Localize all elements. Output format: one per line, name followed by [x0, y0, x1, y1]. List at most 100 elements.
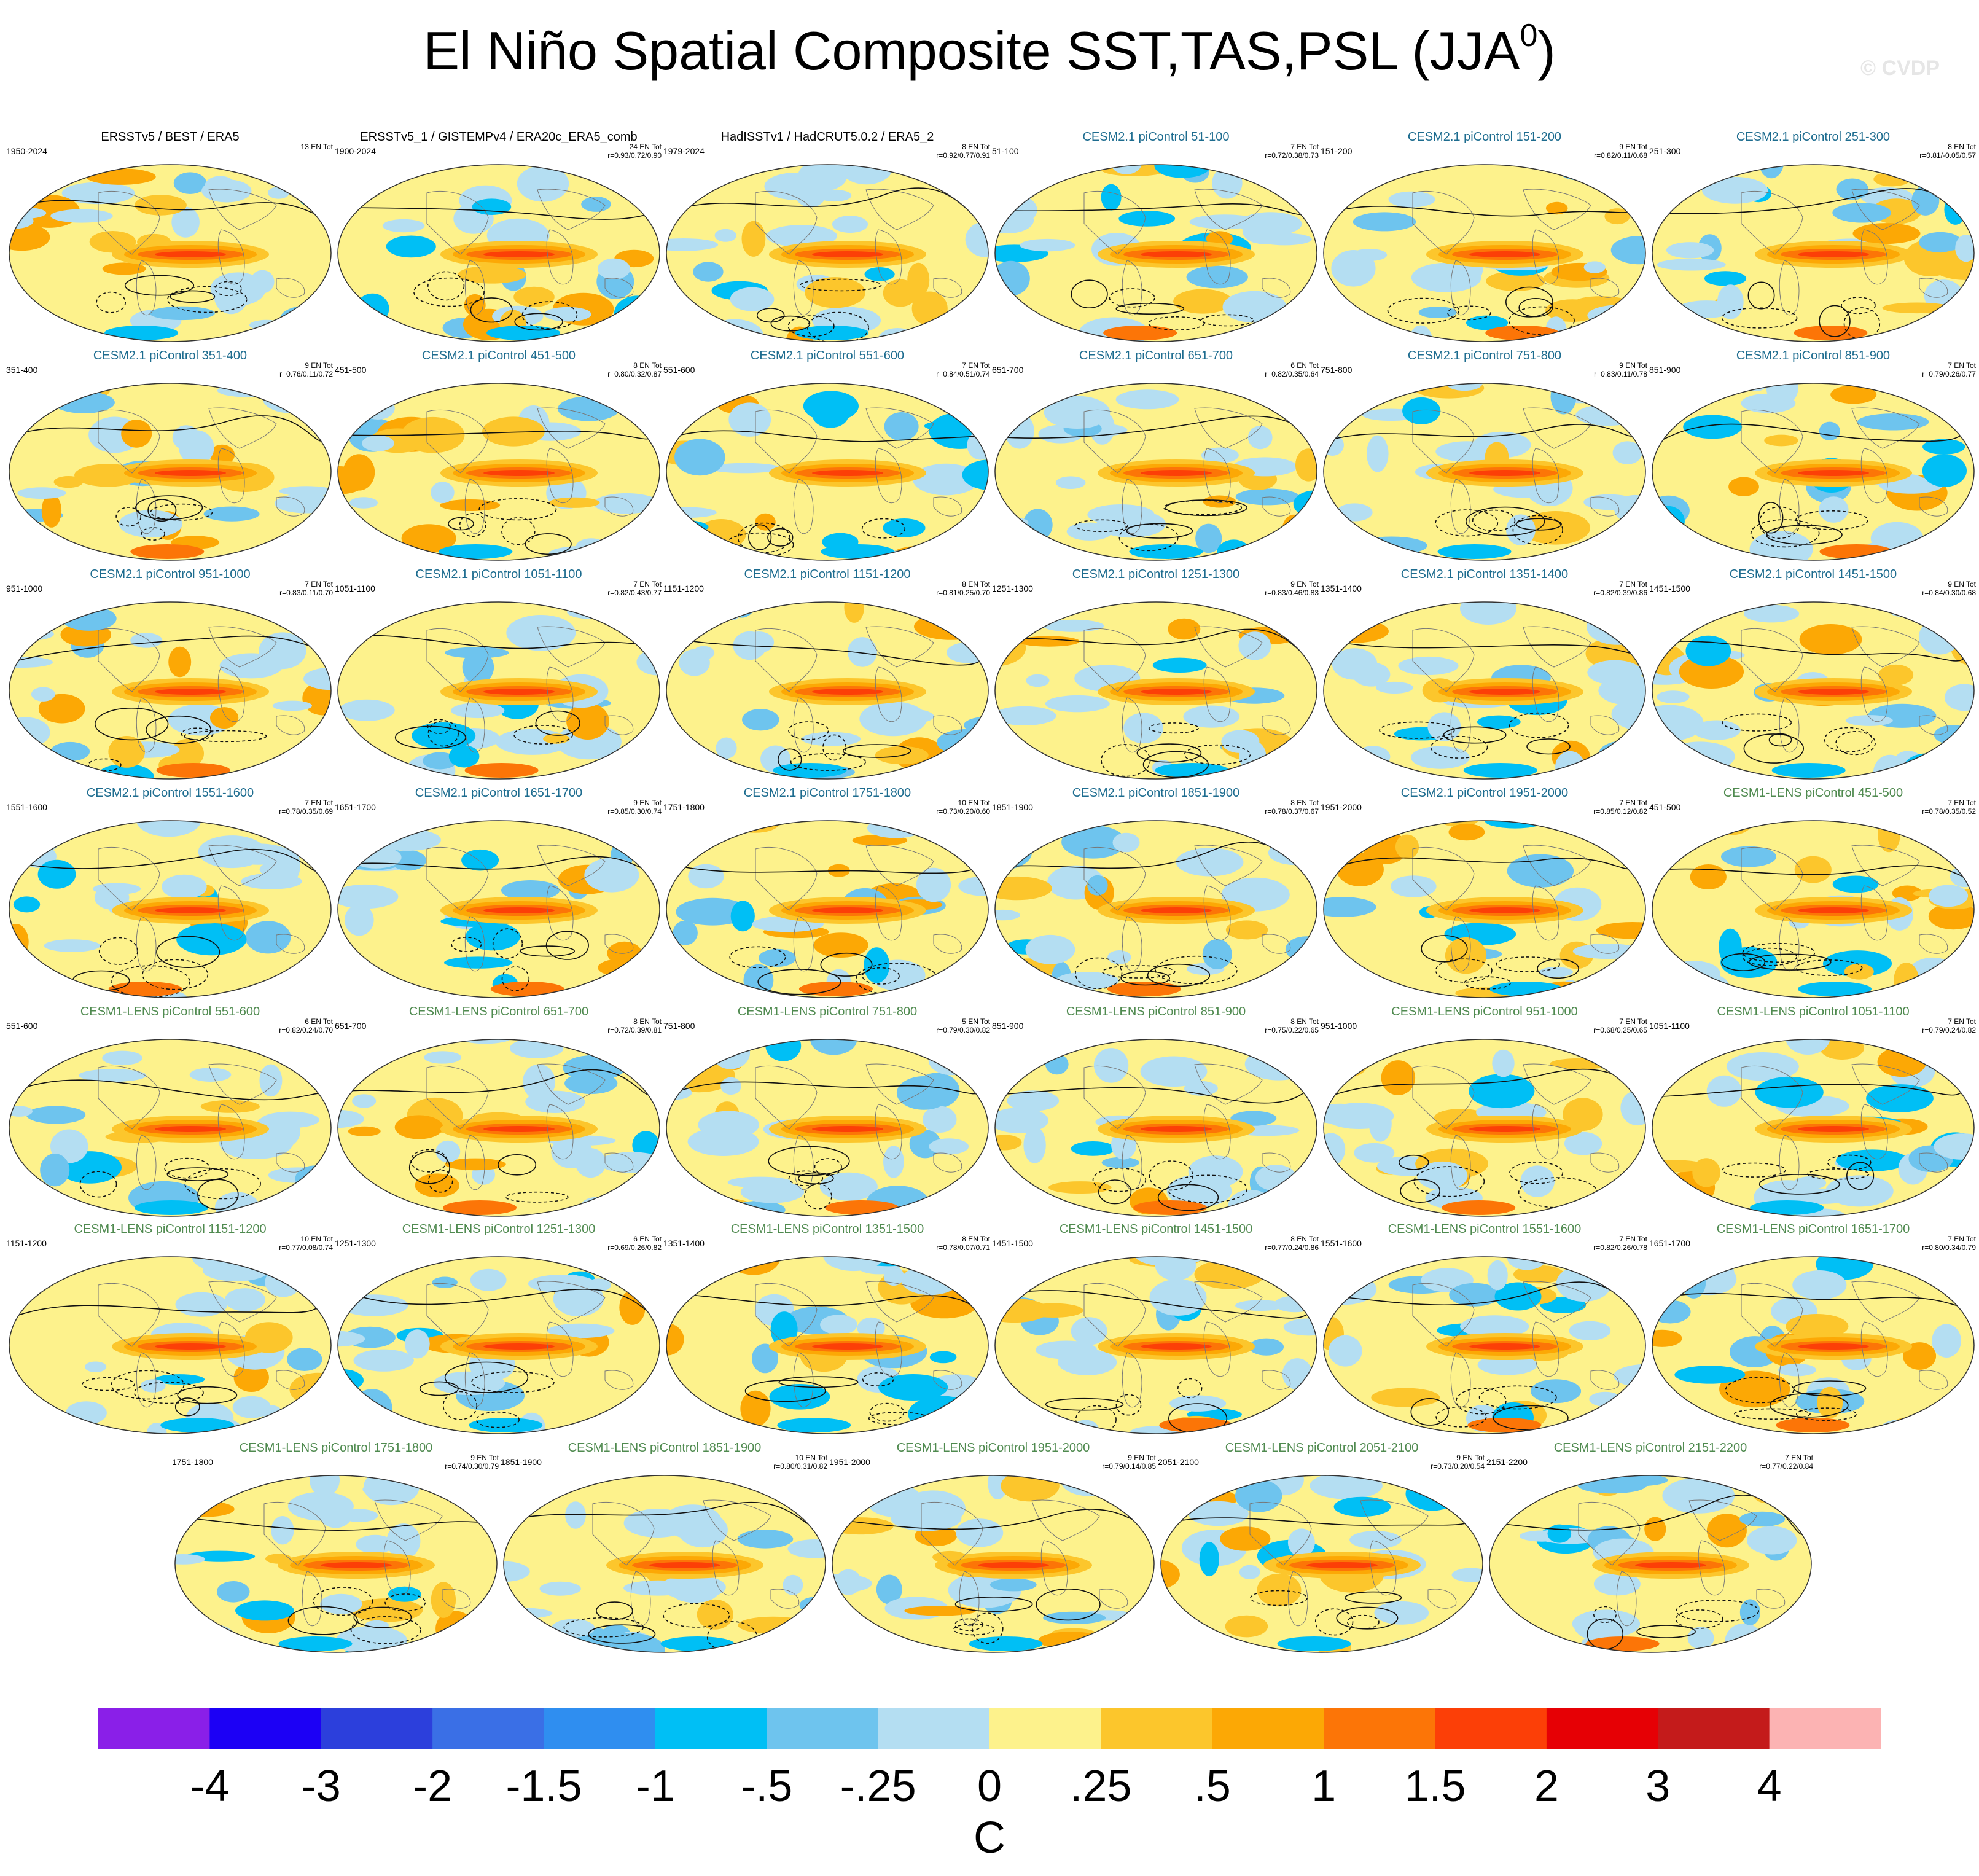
- panel-event-count: 7 EN Tot: [1290, 143, 1319, 151]
- coastline: [875, 885, 902, 941]
- psl-contour: [141, 527, 165, 541]
- anomaly-blob: [740, 1181, 805, 1203]
- anomaly-blob: [929, 1138, 969, 1155]
- anomaly-blob: [50, 209, 113, 223]
- panel-years: 1950-2024: [6, 146, 47, 156]
- anomaly-blob: [1055, 476, 1086, 489]
- anomaly-blob: [1704, 271, 1747, 286]
- anomaly-blob: [1492, 1049, 1515, 1077]
- anomaly-blob: [338, 1072, 353, 1091]
- anomaly-blob: [883, 279, 918, 307]
- map-panel: CESM2.1 piControl 1651-1700 1651-1700 9 EN…: [335, 786, 663, 1000]
- panel-years: 851-900: [1649, 365, 1681, 375]
- psl-contour: [1332, 857, 1641, 870]
- panel-correlation: r=0.69/0.26/0.82: [607, 1243, 662, 1252]
- psl-contour: [545, 931, 589, 960]
- coastline: [1412, 628, 1475, 692]
- el-nino-warm-tongue: [321, 1562, 392, 1568]
- anomaly-blob: [1487, 1260, 1508, 1291]
- anomaly-blob: [338, 1331, 365, 1347]
- panel-correlation: r=0.84/0.51/0.74: [936, 370, 990, 378]
- global-map: [1323, 820, 1646, 998]
- coastline: [1122, 479, 1142, 534]
- anomaly-blob: [766, 225, 837, 248]
- anomaly-blob: [666, 534, 693, 560]
- anomaly-blob: [956, 1191, 988, 1216]
- coastline: [98, 190, 160, 255]
- psl-contour: [1747, 281, 1775, 310]
- anomaly-blob: [567, 1257, 634, 1266]
- map-panel: ERSSTv5 / BEST / ERA5 1950-2024 13 EN Tot: [6, 130, 334, 344]
- psl-contour: [1332, 641, 1641, 656]
- el-nino-warm-tongue: [1469, 1343, 1540, 1350]
- psl-contour: [1435, 509, 1499, 537]
- anomaly-blob: [1573, 326, 1622, 342]
- coastline: [793, 916, 814, 972]
- psl-contour: [972, 1612, 1004, 1644]
- coastline: [1616, 1571, 1637, 1627]
- anomaly-blob: [1652, 1269, 1686, 1293]
- anomaly-blob: [995, 544, 1031, 557]
- map-border: [994, 601, 1317, 780]
- colorbar-tick-label: -4: [190, 1762, 229, 1811]
- colorbar-bin: [1212, 1708, 1324, 1749]
- anomaly-blob: [711, 1039, 751, 1069]
- coastline: [933, 1370, 962, 1390]
- anomaly-blob: [1449, 1283, 1501, 1307]
- anomaly-blob: [1593, 1572, 1641, 1596]
- panel-years: 651-700: [992, 365, 1024, 375]
- anomaly-blob: [1583, 494, 1635, 510]
- panel-title: CESM2.1 piControl 1851-1900: [1072, 786, 1240, 800]
- panel-correlation: r=0.79/0.24/0.82: [1922, 1026, 1976, 1034]
- psl-contour: [287, 1606, 358, 1635]
- anomaly-blob: [614, 295, 660, 331]
- anomaly-blob: [1374, 1601, 1429, 1625]
- psl-contour: [1661, 641, 1969, 662]
- anomaly-blob: [1819, 496, 1849, 523]
- anomaly-blob: [200, 1100, 260, 1113]
- coastline: [1590, 1370, 1620, 1390]
- anomaly-blob: [1405, 1477, 1460, 1511]
- coastline: [865, 407, 934, 449]
- psl-contour: [346, 431, 655, 440]
- coastline: [136, 260, 157, 316]
- anomaly-blob: [38, 694, 85, 724]
- panel-title: CESM2.1 piControl 251-300: [1736, 130, 1891, 144]
- anomaly-blob: [312, 751, 331, 779]
- psl-contour: [1675, 1609, 1723, 1629]
- map-panel: CESM2.1 piControl 1751-1800 1751-1800 10 E…: [663, 786, 991, 1000]
- coastline: [1194, 1063, 1263, 1105]
- anomaly-blob: [550, 1647, 584, 1652]
- anomaly-blob: [136, 821, 201, 837]
- anomaly-blob: [1601, 1039, 1626, 1058]
- coastline: [546, 666, 574, 722]
- southern-ocean-anomaly: [969, 1636, 1043, 1651]
- anomaly-blob: [1324, 977, 1387, 996]
- panel-years: 1051-1100: [1649, 1021, 1690, 1031]
- psl-contour: [756, 308, 785, 323]
- coastline: [592, 1501, 655, 1566]
- coastline: [1450, 479, 1471, 534]
- anomaly-blob: [302, 498, 331, 511]
- panel-correlation: r=0.81/0.25/0.70: [936, 588, 990, 597]
- anomaly-blob: [15, 837, 58, 853]
- anomaly-blob: [805, 277, 865, 308]
- panel-years: 1051-1100: [335, 584, 375, 593]
- anomaly-blob: [1792, 1270, 1847, 1300]
- anomaly-blob: [1743, 1388, 1779, 1399]
- psl-contour: [1472, 509, 1516, 531]
- global-map: [1652, 1039, 1975, 1217]
- southern-ocean-anomaly: [1103, 326, 1177, 340]
- psl-contour: [1336, 1606, 1399, 1630]
- panel-correlation: r=0.73/0.20/0.60: [936, 807, 990, 816]
- el-nino-warm-tongue: [1798, 907, 1869, 913]
- anomaly-blob: [75, 1413, 96, 1431]
- psl-contour: [748, 524, 772, 550]
- southern-ocean-anomaly: [1467, 1418, 1542, 1432]
- anomaly-blob: [864, 267, 895, 281]
- anomaly-blob: [1620, 1090, 1645, 1126]
- colorbar-bin: [990, 1708, 1101, 1749]
- psl-contour: [451, 936, 482, 952]
- map-border: [9, 164, 332, 342]
- anomaly-blob: [340, 1294, 408, 1316]
